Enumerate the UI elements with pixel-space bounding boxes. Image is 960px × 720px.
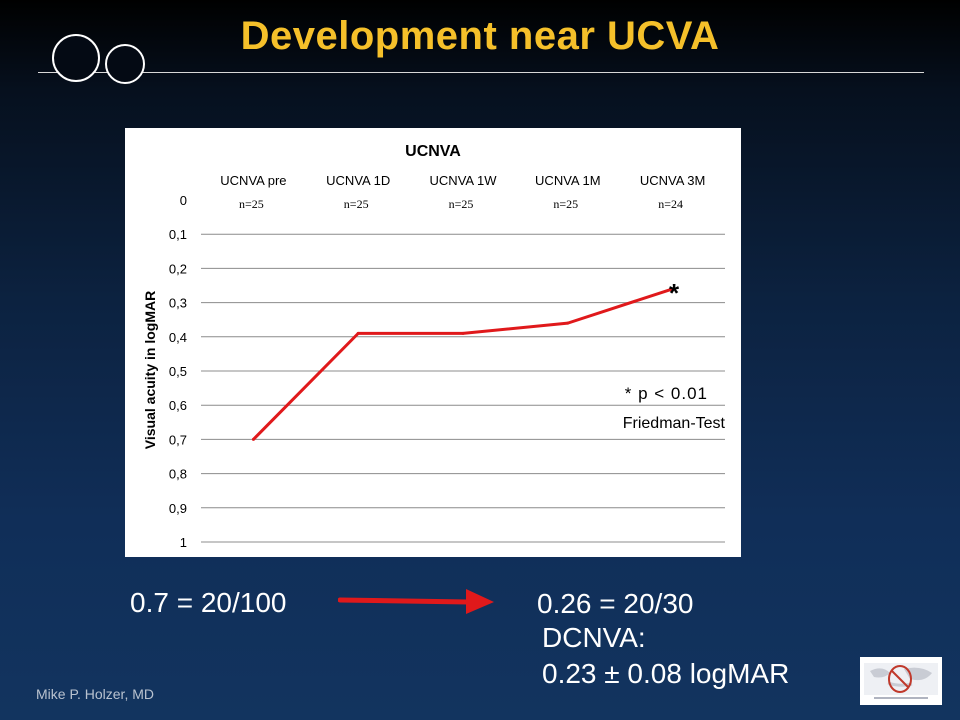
arrow-icon [338,589,494,614]
sample-size-label: n=25 [449,197,474,211]
stat-annotation-p: * p < 0.01 [625,384,708,403]
line-chart: 0 0,1 0,2 0,3 0,4 0,5 0,6 0,7 0,8 0,9 1 UCNVA pre U… [142,143,726,550]
dcnva-label: DCNVA: [542,622,646,653]
y-tick-label: 0,7 [169,432,187,447]
result-value: 0.26 = 20/30 [537,588,694,619]
sample-size-label: n=25 [239,197,264,211]
data-point [461,331,465,335]
y-tick-label: 0,6 [169,398,187,413]
x-category-label: UCNVA 1W [430,173,498,188]
header-rule [38,72,924,73]
x-category-label: UCNVA 1M [535,173,601,188]
x-category-label: UCNVA 1D [326,173,390,188]
sample-size-label: n=25 [344,197,369,211]
y-tick-label: 0 [180,193,187,208]
series-line [252,287,674,441]
y-tick-label: 0,5 [169,364,187,379]
y-tick-label: 1 [180,535,187,550]
decor-circle-small [105,44,145,84]
author-credit: Mike P. Holzer, MD [36,686,154,702]
sample-size-label: n=24 [658,197,683,211]
stat-annotation-test: Friedman-Test [623,415,726,432]
baseline-value: 0.7 = 20/100 [130,587,287,618]
data-point [251,437,255,441]
y-tick-label: 0,8 [169,467,187,482]
y-tick-label: 0,3 [169,296,187,311]
decor-circle-large [52,34,100,82]
x-category-label: UCNVA 3M [640,173,706,188]
slide-title: Development near UCVA [240,14,720,58]
data-point [566,321,570,325]
dcnva-value: 0.23 ± 0.08 logMAR [542,658,790,689]
y-axis-label: Visual acuity in logMAR [142,291,158,449]
x-category-label: UCNVA pre [220,173,286,188]
significance-marker: * [669,278,680,308]
chart-title: UCNVA [405,143,461,160]
y-tick-label: 0,2 [169,261,187,276]
y-tick-label: 0,4 [169,330,187,345]
y-tick-label: 0,9 [169,501,187,516]
data-point [671,287,675,291]
sample-size-label: n=25 [553,197,578,211]
y-tick-label: 0,1 [169,227,187,242]
logo [860,657,942,705]
data-point [356,331,360,335]
chart-panel: 0 0,1 0,2 0,3 0,4 0,5 0,6 0,7 0,8 0,9 1 UCNVA pre U… [125,128,741,557]
